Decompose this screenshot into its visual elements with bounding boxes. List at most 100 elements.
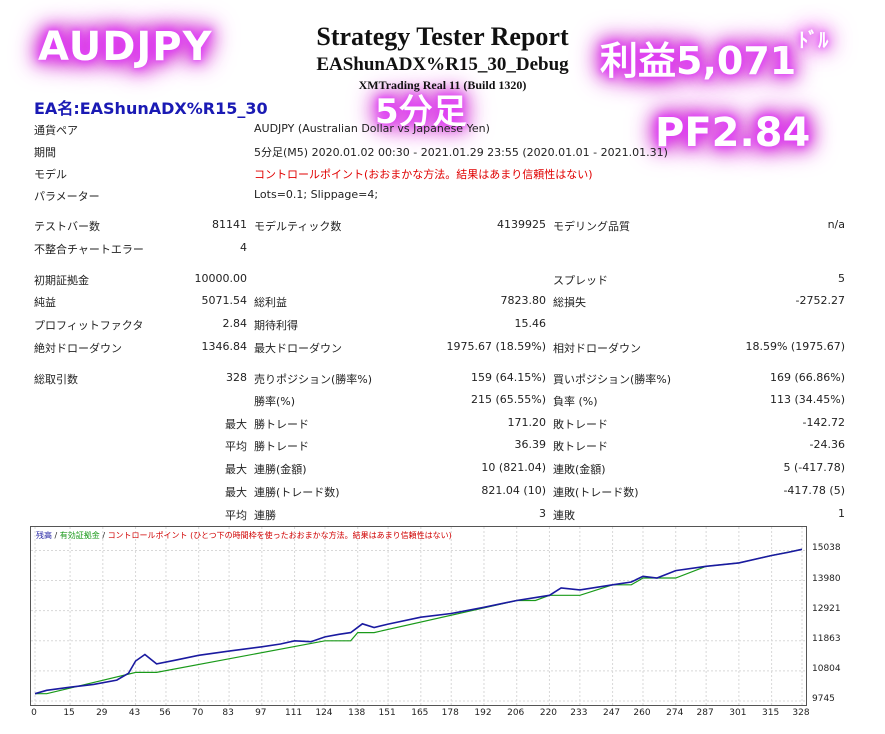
pair-label: 通貨ペア — [34, 124, 78, 137]
avg-loss-value: -24.36 — [809, 438, 845, 451]
x-tick-label: 124 — [315, 708, 333, 718]
win-rate-label: 勝率(%) — [254, 395, 296, 408]
x-tick-label: 70 — [191, 708, 204, 718]
overlay-profit-value: 利益5,071 — [600, 39, 797, 83]
x-tick-label: 192 — [474, 708, 492, 718]
cons-win-label: 連勝 — [254, 509, 276, 522]
deposit-label: 初期証拠金 — [34, 274, 89, 287]
x-tick-label: 29 — [96, 708, 108, 718]
overlay-profit-unit: ﾄﾞﾙ — [798, 28, 829, 52]
cons-loss-label: 連敗 — [553, 509, 575, 522]
expected-value: 15.46 — [514, 317, 547, 330]
cons-win-amt-label: 連勝(金額) — [254, 463, 307, 476]
max-win-label: 勝トレード — [254, 418, 309, 431]
x-tick-label: 274 — [666, 708, 684, 718]
avg-win-value: 36.39 — [514, 438, 547, 451]
quality-value: n/a — [827, 218, 845, 231]
abs-dd-value: 1346.84 — [201, 340, 248, 353]
params-label: パラメーター — [34, 190, 100, 203]
cons-win-amt-value: 10 (821.04) — [481, 461, 546, 474]
long-label: 買いポジション(勝率%) — [553, 373, 672, 386]
cons-win-value: 3 — [539, 507, 546, 520]
bars-value: 81141 — [212, 218, 247, 231]
legend-sep-2: / — [99, 531, 108, 540]
model-label: モデル — [34, 168, 67, 181]
build-info: XMTrading Real 11 (Build 1320) — [358, 78, 527, 92]
short-label: 売りポジション(勝率%) — [254, 373, 373, 386]
x-tick-label: 247 — [602, 708, 621, 718]
cons-win-tr-value: 821.04 (10) — [481, 484, 546, 497]
avg-loss-label: 敗トレード — [553, 440, 608, 453]
x-tick-label: 56 — [159, 708, 171, 718]
net-label: 純益 — [34, 296, 56, 309]
x-tick-label: 138 — [348, 708, 366, 718]
x-tick-label: 15 — [63, 708, 75, 718]
cons-win-tr-label: 連勝(トレード数) — [254, 486, 340, 499]
abs-dd-label: 絶対ドローダウン — [34, 342, 122, 355]
cons-loss-tr-value: -417.78 (5) — [783, 484, 845, 497]
x-tick-label: 97 — [255, 708, 267, 718]
cons-tr-prefix: 最大 — [225, 486, 247, 499]
y-tick-label: 12921 — [812, 603, 841, 614]
x-tick-label: 206 — [507, 708, 525, 718]
x-tick-label: 260 — [633, 708, 651, 718]
y-tick-label: 10804 — [812, 663, 841, 674]
report-title: Strategy Tester Report — [316, 22, 569, 51]
max-dd-value: 1975.67 (18.59%) — [446, 340, 546, 353]
max-loss-value: -142.72 — [802, 416, 845, 429]
period-value: 5分足(M5) 2020.01.02 00:30 - 2021.01.29 23… — [254, 146, 668, 159]
x-tick-label: 220 — [539, 708, 558, 718]
cons-loss-amt-value: 5 (-417.78) — [783, 461, 845, 474]
quality-label: モデリング品質 — [553, 220, 630, 233]
spread-value: 5 — [838, 272, 845, 285]
x-tick-label: 233 — [570, 708, 588, 718]
y-tick-label: 9745 — [812, 694, 835, 704]
balance-chart — [30, 526, 807, 706]
overlay-pair: AUDJPY — [38, 24, 213, 70]
overlay-timeframe: 5分足 — [375, 92, 467, 132]
x-tick-label: 83 — [222, 708, 234, 718]
pair-value: AUDJPY (Australian Dollar vs Japanese Ye… — [254, 122, 490, 135]
short-value: 159 (64.15%) — [470, 371, 546, 384]
long-value: 169 (66.86%) — [769, 371, 845, 384]
max-win-prefix: 最大 — [225, 418, 247, 431]
rel-dd-label: 相対ドローダウン — [553, 342, 641, 355]
x-tick-label: 151 — [378, 708, 396, 718]
trades-label: 総取引数 — [34, 373, 78, 386]
equity-series-line — [35, 548, 803, 695]
x-tick-label: 43 — [128, 708, 141, 718]
net-value: 5071.54 — [201, 294, 248, 307]
y-tick-label: 11863 — [812, 633, 841, 644]
win-rate-value: 215 (65.55%) — [470, 393, 546, 406]
loss-rate-value: 113 (34.45%) — [769, 393, 845, 406]
y-tick-label: 15038 — [812, 543, 841, 554]
gross-profit-label: 総利益 — [254, 296, 287, 309]
rel-dd-value: 18.59% (1975.67) — [745, 340, 845, 353]
y-tick-label: 13980 — [812, 573, 841, 584]
ea-name: EA名:EAShunADX%R15_30 — [34, 99, 268, 118]
pf-label: プロフィットファクタ — [34, 319, 144, 332]
legend-equity: 有効証拠金 — [59, 531, 100, 540]
spread-label: スプレッド — [553, 274, 608, 287]
cons-loss-amt-label: 連敗(金額) — [553, 463, 606, 476]
errors-value: 4 — [240, 241, 247, 254]
gross-loss-label: 総損失 — [553, 296, 586, 309]
x-tick-label: 178 — [441, 708, 459, 718]
balance-chart-svg — [31, 527, 806, 705]
max-dd-label: 最大ドローダウン — [254, 342, 342, 355]
period-label: 期間 — [34, 146, 56, 159]
x-tick-label: 111 — [284, 708, 303, 718]
model-value: コントロールポイント(おおまかな方法。結果はあまり信頼性はない) — [254, 168, 593, 181]
errors-label: 不整合チャートエラー — [34, 243, 144, 256]
x-tick-label: 328 — [792, 708, 810, 718]
legend-sep-1: / — [52, 531, 60, 540]
loss-rate-label: 負率 (%) — [553, 395, 598, 408]
x-tick-label: 0 — [31, 708, 37, 718]
x-tick-label: 287 — [696, 708, 714, 718]
ticks-value: 4139925 — [497, 218, 546, 231]
overlay-pf: PF2.84 — [655, 110, 811, 156]
x-tick-label: 301 — [729, 708, 747, 718]
report-subtitle: EAShunADX%R15_30_Debug — [316, 54, 569, 75]
avg-win-prefix: 平均 — [225, 440, 247, 453]
avg-win-label: 勝トレード — [254, 440, 309, 453]
